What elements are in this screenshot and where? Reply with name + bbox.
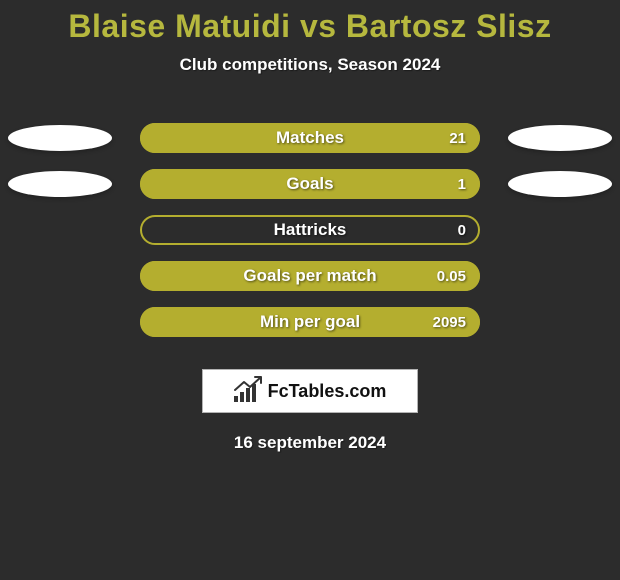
logo-box: FcTables.com xyxy=(202,369,418,413)
stat-bar: Goals1 xyxy=(140,169,480,199)
bar-fill xyxy=(140,169,480,199)
player-left-marker xyxy=(8,171,112,197)
stat-row: Goals per match0.05 xyxy=(0,253,620,299)
page-title: Blaise Matuidi vs Bartosz Slisz xyxy=(0,0,620,45)
bar-fill xyxy=(140,123,480,153)
stats-list: Matches21 Goals1 Hattricks0 Goals per match… xyxy=(0,115,620,345)
bar-fill xyxy=(140,307,480,337)
player-right-marker xyxy=(508,125,612,151)
fctables-icon xyxy=(234,380,262,402)
logo-text: FcTables.com xyxy=(268,381,387,402)
stat-row: Min per goal2095 xyxy=(0,299,620,345)
stat-bar: Min per goal2095 xyxy=(140,307,480,337)
stat-row: Goals1 xyxy=(0,161,620,207)
bar-fill xyxy=(140,261,480,291)
stat-row: Hattricks0 xyxy=(0,207,620,253)
comparison-card: Blaise Matuidi vs Bartosz Slisz Club com… xyxy=(0,0,620,580)
date-text: 16 september 2024 xyxy=(0,433,620,453)
stat-bar: Matches21 xyxy=(140,123,480,153)
bar-track xyxy=(140,215,480,245)
subtitle: Club competitions, Season 2024 xyxy=(0,55,620,75)
player-right-marker xyxy=(508,171,612,197)
player-left-marker xyxy=(8,125,112,151)
stat-bar: Goals per match0.05 xyxy=(140,261,480,291)
stat-row: Matches21 xyxy=(0,115,620,161)
stat-bar: Hattricks0 xyxy=(140,215,480,245)
